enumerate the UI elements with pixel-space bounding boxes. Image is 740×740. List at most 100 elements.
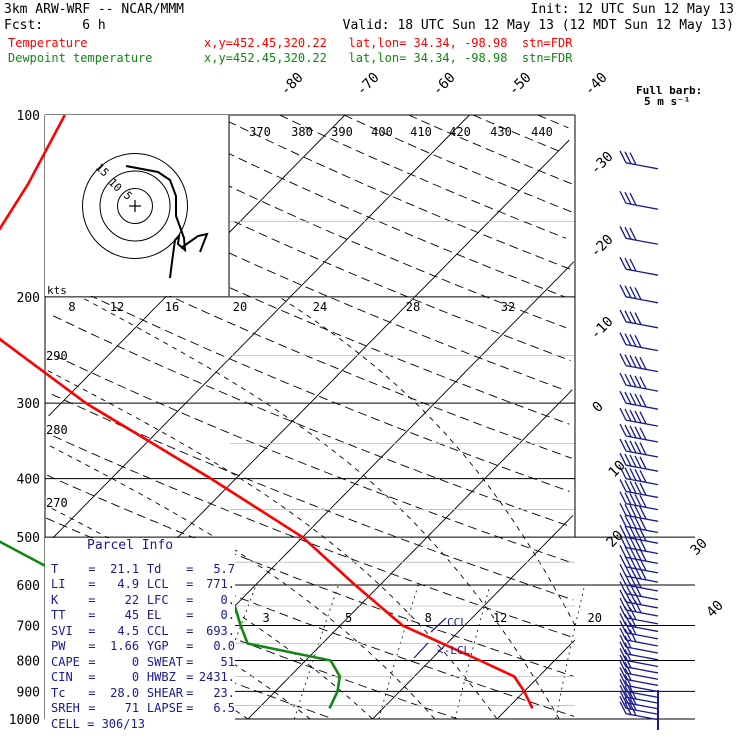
wind-barb-flag (619, 150, 627, 164)
spacer (139, 608, 147, 624)
equals-sign: = (88, 623, 96, 638)
wind-barb-860 (619, 667, 659, 687)
spacer (139, 655, 147, 671)
wind-barb-staff (625, 344, 659, 352)
wind-barb-flag (629, 311, 637, 324)
wind-barb-flag (634, 375, 642, 389)
wind-barb-staff (625, 202, 659, 210)
isotherm-label-30: 30 (688, 536, 711, 559)
mixing-ratio-label-20: 20 (587, 611, 601, 625)
kts-tick-32: 32 (501, 300, 515, 314)
wind-barb-flag (619, 256, 627, 270)
wind-barb-staff (625, 690, 659, 699)
isotherm-label--60: -60 (430, 70, 459, 99)
wind-barb-flag (629, 152, 637, 165)
wind-barb-flag (634, 441, 642, 454)
parcel-row-li: LI = 4.9 LCL = 771. (45, 577, 235, 593)
pressure-label-900: 900 (17, 685, 40, 700)
temperature-curve (0, 114, 534, 709)
wind-barb-840 (619, 660, 659, 680)
parcel-value-v2: 0.0 (213, 639, 235, 653)
wind-barb-120 (619, 150, 659, 170)
wind-barb-flag (619, 634, 627, 648)
wind-barb-flag (634, 481, 642, 495)
dewpoint-location: x,y=452.45,320.22 lat,lon= 34.34, -98.98… (204, 51, 573, 65)
wind-barb-staff (625, 321, 659, 329)
wind-barb-flag (634, 537, 642, 551)
spacer (139, 562, 147, 578)
wind-barb-flag (619, 554, 627, 568)
parcel-value-v1: 4.5 (117, 623, 140, 638)
parcel-value-v2: 51 (220, 654, 235, 669)
wind-barb-flag (619, 684, 627, 698)
parcel-value-v1: 4.9 (117, 577, 140, 591)
temperature-legend: Temperature (8, 36, 88, 50)
wind-barb-staff (625, 536, 659, 544)
wind-barb-740 (619, 627, 659, 647)
wind-barb-flag (624, 310, 632, 324)
wind-barb-flag (619, 535, 627, 548)
wind-barb-flag (639, 469, 647, 483)
wind-barb-flag (619, 613, 627, 626)
parcel-key-k2: SHEAR (146, 685, 184, 700)
wind-barb-flag (639, 442, 647, 455)
wind-barb-flag (619, 524, 627, 538)
equals-sign: = (88, 592, 96, 607)
wind-barb-flag (624, 480, 632, 493)
parcel-value-v2: 0. (220, 592, 235, 607)
parcel-value-v2: 2431. (198, 670, 235, 684)
wind-barb-320 (619, 407, 659, 427)
isotherm--40 (48, 114, 346, 417)
wind-barb-flag (624, 424, 632, 438)
wind-barb-flag (639, 427, 647, 440)
wind-barb-flag (619, 648, 627, 661)
pressure-label-300: 300 (17, 397, 40, 412)
wind-barb-flag (629, 192, 637, 206)
wind-barb-140 (619, 190, 659, 210)
wind-barb-960 (619, 696, 659, 715)
parcel-value-v2: 23. (213, 685, 235, 700)
equals-sign: = (88, 670, 96, 684)
kts-tick-24: 24 (313, 300, 327, 314)
wind-barb-200 (619, 284, 659, 304)
wind-barb-flag (624, 655, 632, 669)
wind-barb-flag (629, 355, 637, 368)
wind-barb-flag (624, 439, 632, 453)
wind-barb-flag (619, 423, 627, 437)
parcel-value-v1: 28.0 (110, 685, 140, 700)
theta-label-280: 280 (46, 423, 68, 437)
theta-label-290: 290 (46, 349, 68, 363)
wind-barb-flag (634, 393, 642, 407)
wind-barb-260 (619, 353, 659, 373)
wind-barb-flag (624, 191, 632, 205)
wind-barb-280 (619, 372, 659, 392)
wind-barb-staff (625, 646, 659, 654)
wind-barb-flag (629, 454, 637, 468)
wind-barb-flag (629, 703, 637, 716)
wind-barb-flag (624, 536, 632, 549)
wind-barb-staff (625, 639, 659, 647)
wind-barb-flag (624, 621, 632, 635)
wind-barb-flag (639, 494, 647, 508)
wind-barb-flag (619, 654, 627, 668)
wind-barb-flag (634, 426, 642, 440)
wind-barb-flag (624, 285, 632, 299)
wind-barb-flag (619, 545, 627, 558)
wind-barb-flag (629, 614, 637, 628)
wind-barb-flag (619, 503, 627, 516)
wind-barb-flag (619, 225, 627, 239)
dry-adiabat-320 (53, 435, 576, 639)
wind-barb-flag (619, 679, 627, 692)
wind-barb-staff (625, 268, 659, 276)
wind-barb-flag (619, 673, 627, 686)
wind-barb-flag (629, 599, 637, 613)
hodograph-ring-15 (82, 153, 188, 259)
parcel-row-svi: SVI = 4.5 CCL = 693. (45, 624, 235, 640)
wind-barb-flag (624, 525, 632, 539)
equals-sign: = (88, 577, 96, 591)
parcel-value-v2: 0. (220, 608, 235, 622)
wind-barb-flag (639, 411, 647, 425)
theta-label-410: 410 (410, 125, 432, 139)
wind-barb-flag (629, 493, 637, 506)
equals-sign: = (88, 639, 96, 653)
